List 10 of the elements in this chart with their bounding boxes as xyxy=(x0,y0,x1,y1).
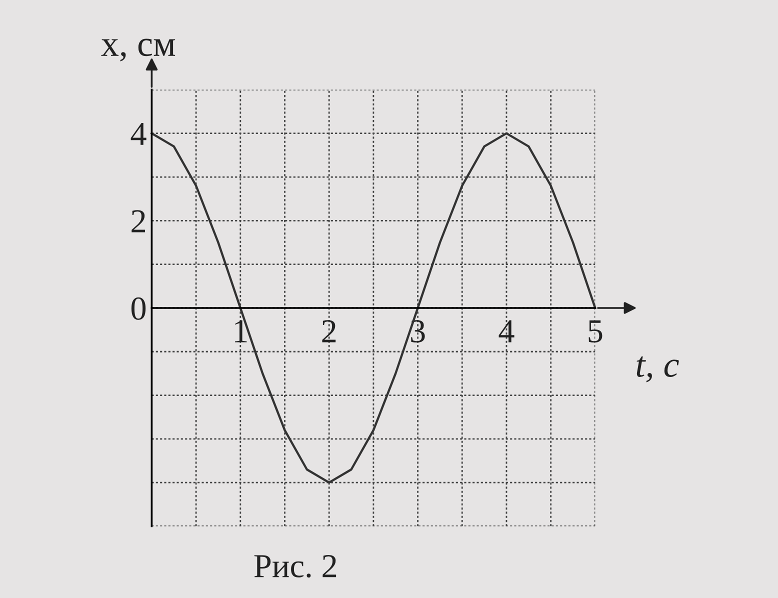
y-axis-title: x, см xyxy=(101,38,176,62)
y-tick-label: 4 xyxy=(130,122,146,145)
x-axis-title: t, с xyxy=(636,356,679,382)
x-tick-label: 5 xyxy=(588,320,602,343)
text: Рис. 2 xyxy=(254,554,336,578)
y-tick-label: 0 xyxy=(131,297,146,320)
x-tick-label: 1 xyxy=(235,320,247,342)
x-tick-label: 4 xyxy=(498,320,514,342)
x-tick-label: 2 xyxy=(322,320,336,342)
y-tick-label: 2 xyxy=(132,210,146,232)
